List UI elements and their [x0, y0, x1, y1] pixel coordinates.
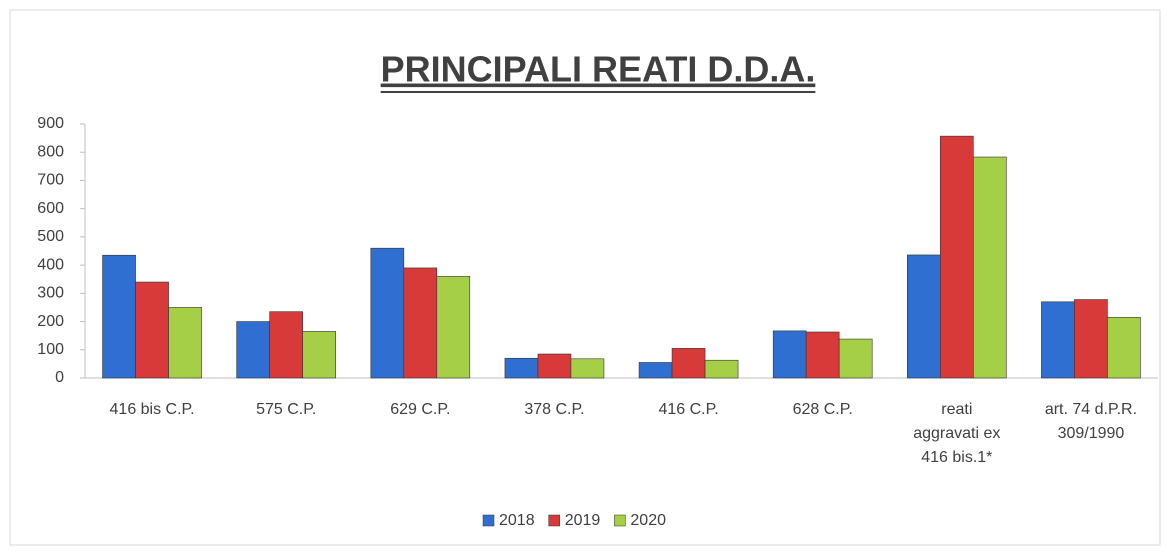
legend-label: 2018 [499, 512, 535, 529]
bar [805, 331, 840, 379]
x-tick-label: art. 74 d.P.R. 309/1990 [1044, 401, 1138, 442]
bar [1041, 301, 1075, 379]
y-tick-label: 100 [37, 341, 64, 358]
legend-swatch [614, 514, 626, 527]
bar [436, 276, 471, 379]
bar [504, 357, 539, 379]
y-tick-label: 600 [37, 200, 64, 217]
bar [403, 267, 438, 379]
x-tick-label: reati aggravati ex 416 bis.1* [913, 401, 1001, 466]
y-tick-label: 0 [55, 369, 64, 386]
bar [135, 281, 169, 379]
bar [638, 362, 673, 379]
bar [570, 358, 605, 379]
legend-label: 2019 [565, 512, 601, 529]
legend-label: 2020 [630, 512, 666, 529]
y-tick-label: 200 [37, 313, 64, 330]
bar [1107, 317, 1141, 379]
x-tick-label: 416 C.P. [658, 401, 719, 418]
y-tick-label: 900 [37, 115, 64, 132]
bar [168, 307, 202, 379]
y-tick-label: 400 [37, 256, 64, 273]
bar [236, 321, 270, 379]
legend-swatch [482, 514, 495, 527]
bar [269, 311, 303, 379]
x-tick-label: 628 C.P. [792, 401, 853, 418]
bar [537, 353, 572, 379]
bar [973, 156, 1007, 379]
bar [772, 330, 807, 379]
bar [704, 359, 739, 379]
bar [671, 348, 706, 379]
bar [838, 338, 873, 379]
legend-swatch [548, 514, 560, 527]
x-tick-label: 378 C.P. [524, 401, 585, 418]
y-tick-label: 300 [37, 285, 64, 302]
y-tick-label: 500 [37, 228, 64, 245]
x-tick-label: 575 C.P. [256, 401, 317, 418]
y-tick-label: 700 [37, 172, 64, 189]
y-tick-label: 800 [37, 143, 64, 160]
x-tick-label: 416 bis C.P. [109, 401, 195, 418]
bar [1074, 299, 1108, 379]
bar [907, 254, 941, 379]
bar [370, 247, 405, 379]
x-tick-label: 629 C.P. [390, 401, 451, 418]
bar [940, 135, 974, 379]
chart-title: PRINCIPALI REATI D.D.A. [381, 49, 816, 90]
bar [102, 254, 136, 379]
bar [302, 331, 336, 379]
